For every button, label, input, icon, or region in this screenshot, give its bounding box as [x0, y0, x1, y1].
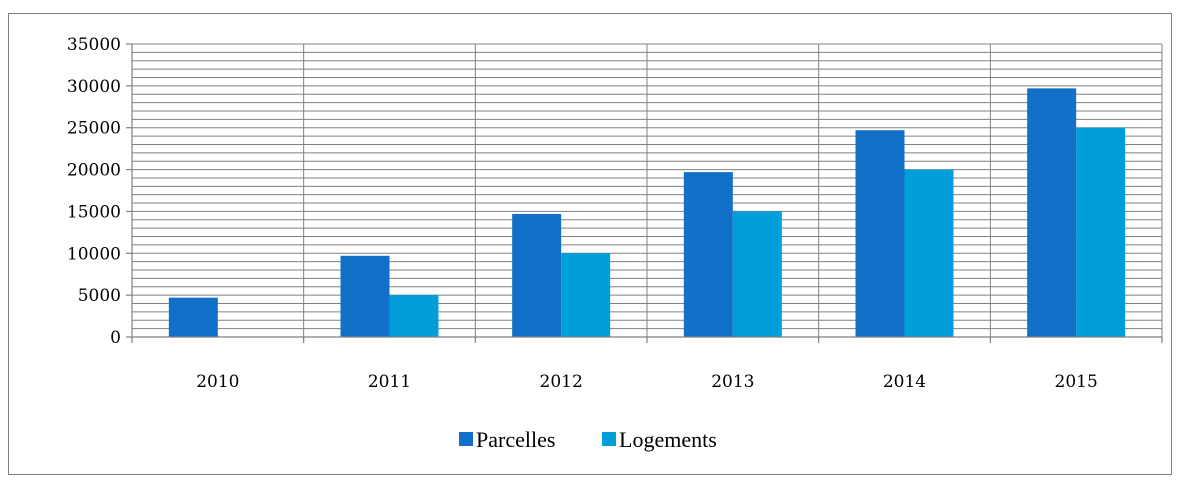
bar-parcelles-2012: [512, 213, 562, 337]
y-tick-label: 35000: [67, 35, 121, 55]
x-tick-label: 2015: [1055, 372, 1098, 392]
x-tick-label: 2012: [540, 372, 583, 392]
legend-label-logements: Logements: [619, 427, 717, 452]
bars: [168, 88, 1126, 338]
bar-logements-2015: [1076, 127, 1126, 337]
x-tick-label: 2010: [196, 372, 239, 392]
bar-logements-2014: [904, 169, 954, 337]
y-tick-labels: 0 5000 10000 15000 20000 25000 30000 35000: [67, 35, 121, 348]
gridlines: [132, 43, 1163, 337]
bar-parcelles-2013: [683, 172, 733, 337]
bar-logements-2012: [561, 253, 611, 337]
y-tick-label: 5000: [78, 286, 121, 306]
bar-parcelles-2011: [340, 255, 390, 337]
bar-logements-2011: [389, 295, 439, 337]
bar-parcelles-2015: [1027, 88, 1077, 338]
axes: [126, 43, 1163, 343]
chart-frame: [8, 13, 1172, 475]
x-tick-label: 2014: [883, 372, 926, 392]
legend-swatch-logements: [602, 432, 616, 446]
legend-swatch-parcelles: [459, 432, 473, 446]
y-tick-label: 30000: [67, 77, 121, 97]
y-tick-label: 0: [110, 328, 121, 348]
legend-label-parcelles: Parcelles: [476, 427, 555, 452]
x-tick-label: 2013: [711, 372, 754, 392]
bar-parcelles-2014: [855, 130, 905, 337]
bar-logements-2013: [732, 211, 782, 337]
y-tick-label: 20000: [67, 161, 121, 181]
bar-parcelles-2010: [168, 297, 218, 337]
x-tick-labels: 2010 2011 2012 2013 2014 2015: [196, 372, 1098, 392]
x-tick-label: 2011: [368, 372, 411, 392]
y-tick-label: 25000: [67, 119, 121, 139]
legend: Parcelles Logements: [459, 427, 717, 452]
y-tick-label: 15000: [67, 202, 121, 222]
y-tick-label: 10000: [67, 244, 121, 264]
